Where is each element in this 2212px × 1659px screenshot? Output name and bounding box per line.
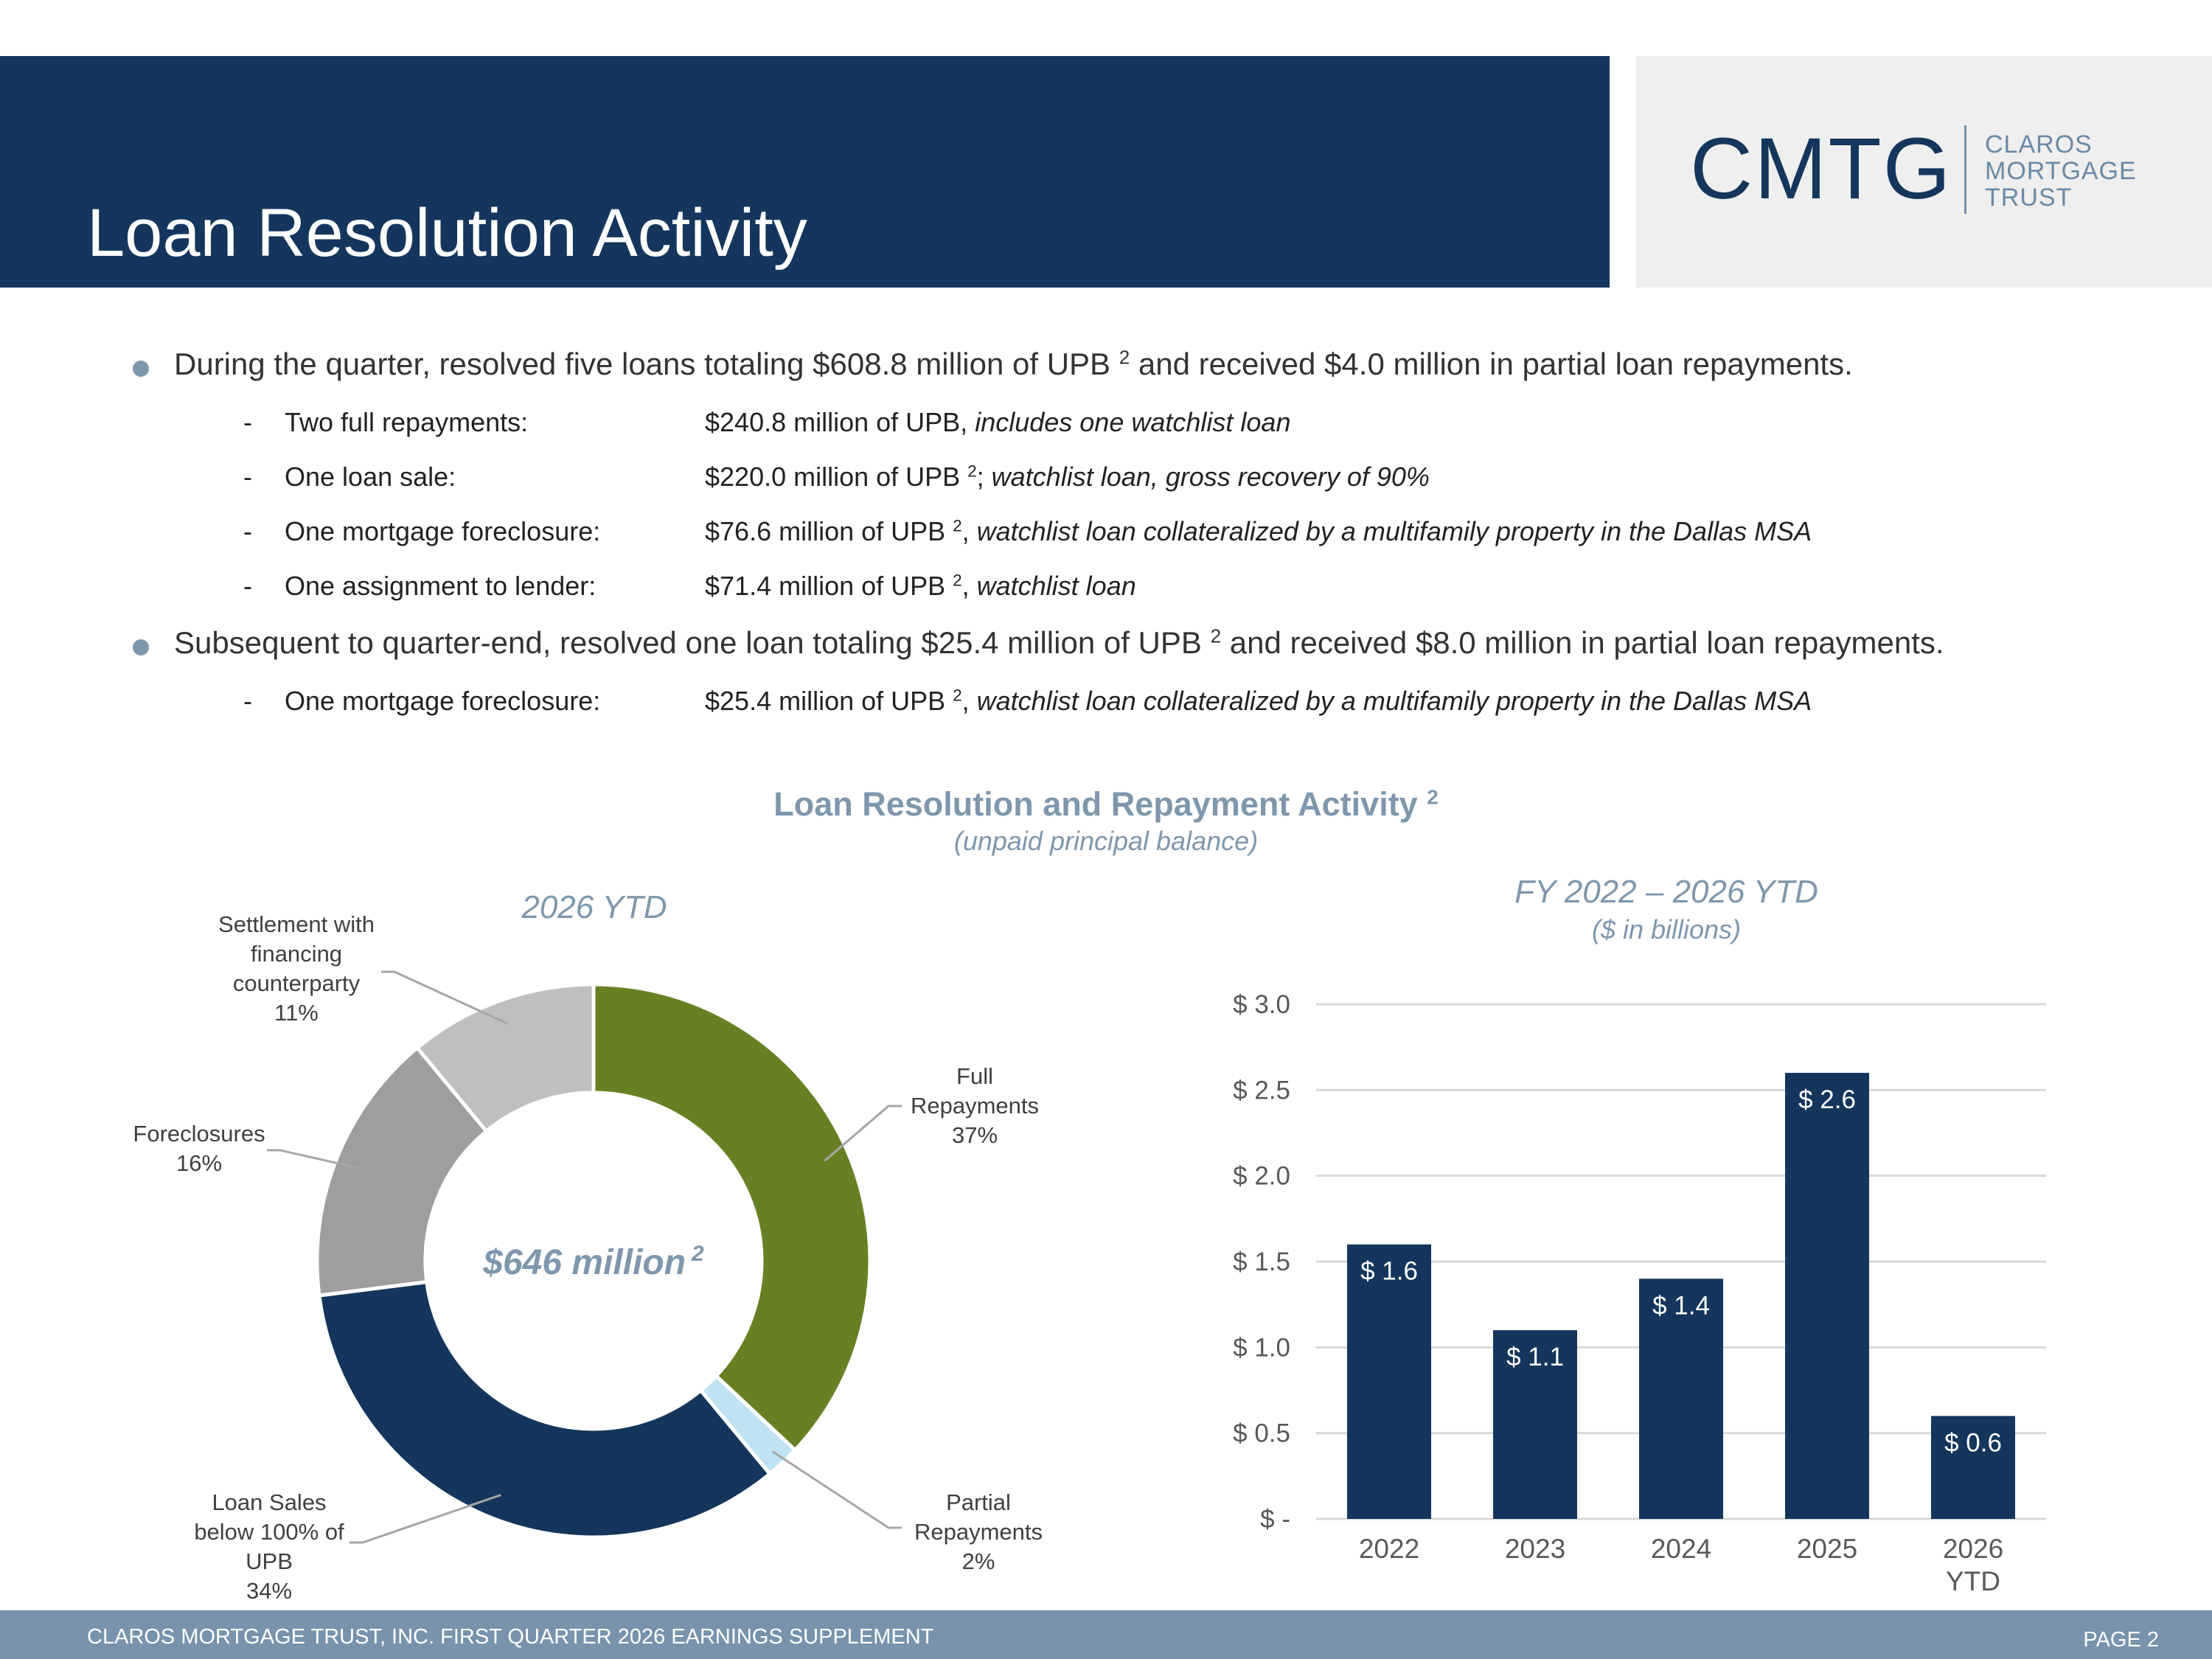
page-number: PAGE 2: [2083, 1628, 2159, 1652]
logo-word: MORTGAGE: [1985, 157, 2137, 185]
logo-panel: [1636, 56, 2212, 288]
bullet-text: Subsequent to quarter-end, resolved one …: [174, 625, 1944, 660]
donut-leader-line: [824, 1105, 902, 1162]
bar-chart-subtitle: ($ in billions): [1591, 914, 1742, 945]
x-tick-label: 2026 YTD: [1943, 1534, 2003, 1596]
x-tick-label: 2022: [1359, 1534, 1419, 1564]
donut-leader-line: [381, 970, 509, 1026]
x-tick-label: 2024: [1651, 1534, 1711, 1564]
sub-item-label: One mortgage foreclosure:: [285, 516, 601, 546]
donut-slice: [315, 1045, 490, 1298]
logo-divider: [1964, 125, 1966, 214]
sub-item-value: $25.4 million of UPB 2, watchlist loan c…: [705, 686, 1812, 716]
donut-leader-line: [349, 1494, 501, 1544]
sub-item-value: $71.4 million of UPB 2, watchlist loan: [705, 571, 1136, 601]
y-tick-label: $ 0.5: [1233, 1419, 1290, 1448]
sub-item-value: $220.0 million of UPB 2; watchlist loan,…: [705, 462, 1430, 492]
bar-value-label: $ 1.4: [1652, 1291, 1710, 1320]
y-tick-label: $ 1.5: [1233, 1248, 1290, 1276]
y-tick-label: $ 2.5: [1233, 1076, 1290, 1105]
sub-item-label: One mortgage foreclosure:: [285, 686, 601, 716]
bar: [1639, 1279, 1723, 1519]
footer-bar: [0, 1610, 2212, 1659]
sub-item-value: $240.8 million of UPB, includes one watc…: [705, 407, 1291, 437]
bar-value-label: $ 1.1: [1506, 1343, 1564, 1371]
sub-item-value: $76.6 million of UPB 2, watchlist loan c…: [705, 516, 1812, 546]
title-banner: [0, 56, 1610, 288]
bullet-text: During the quarter, resolved five loans …: [174, 346, 1853, 381]
bar-value-label: $ 2.6: [1798, 1085, 1856, 1114]
x-tick-label: 2025: [1797, 1534, 1857, 1564]
bar-value-label: $ 1.6: [1360, 1257, 1418, 1286]
donut-slice: [414, 982, 596, 1134]
donut-leader-line: [267, 1149, 360, 1169]
y-tick-label: $ 1.0: [1233, 1333, 1290, 1362]
donut-slice: [591, 982, 872, 1453]
bar: [1785, 1073, 1869, 1519]
y-tick-label: $ -: [1260, 1505, 1290, 1534]
donut-slice: [317, 1279, 773, 1540]
logo-word: CLAROS: [1985, 131, 2093, 159]
x-tick-label: 2023: [1505, 1534, 1565, 1564]
bar: [1493, 1330, 1577, 1519]
y-tick-label: $ 2.0: [1233, 1162, 1290, 1191]
donut-slice-label: Partial Repayments 2%: [914, 1489, 1043, 1574]
logo-word: TRUST: [1985, 184, 2073, 212]
bar-chart-title: FY 2022 – 2026 YTD: [1514, 874, 1818, 910]
sub-item-label: One assignment to lender:: [285, 571, 597, 601]
donut-leader-line: [772, 1450, 902, 1529]
page-title: Loan Resolution Activity: [87, 195, 807, 271]
sub-item-label: One loan sale:: [285, 462, 456, 492]
bar: [1347, 1244, 1431, 1519]
bullet-dot-icon: [133, 639, 149, 655]
donut-center-total: $646 million 2: [482, 1242, 704, 1282]
bar-chart: $ - $ 0.5 $ 1.0 $ 1.5 $ 2.0 $ 2.5 $ 3.0 $ 1.6 20…: [1233, 990, 2046, 1596]
donut-slice-label: Foreclosures 16%: [133, 1121, 265, 1176]
logo-wordmark: CLAROS MORTGAGE TRUST: [1985, 131, 2137, 211]
donut-slice-label: Settlement with financing counterparty 11%: [218, 911, 375, 1026]
charts-subtitle: (unpaid principal balance): [953, 826, 1259, 856]
sub-item-label: Two full repayments:: [285, 407, 529, 437]
y-tick-label: $ 3.0: [1233, 990, 1290, 1019]
bullet-dot-icon: [133, 361, 149, 377]
footer-text: CLAROS MORTGAGE TRUST, INC. FIRST QUARTE…: [87, 1625, 934, 1649]
logo-mark: CMTG: [1690, 120, 1952, 218]
donut-slice-label: Full Repayments 37%: [911, 1063, 1039, 1148]
bar-value-label: $ 0.6: [1944, 1428, 2002, 1457]
charts-title: Loan Resolution and Repayment Activity 2: [773, 785, 1439, 823]
donut-slice-label: Loan Sales below 100% of UPB 34%: [194, 1489, 344, 1604]
bar: [1931, 1416, 2015, 1519]
donut-title: 2026 YTD: [521, 889, 667, 925]
donut-chart: Full Repayments 37% Partial Repayments 2% Loan…: [133, 911, 1043, 1604]
